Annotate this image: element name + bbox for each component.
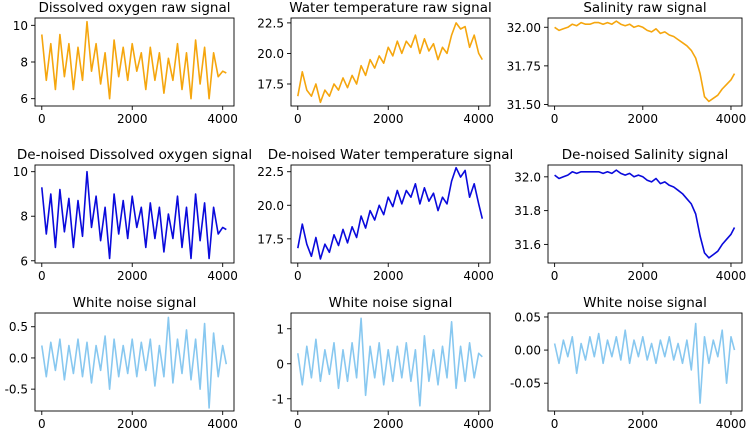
x-tick-label: 2000	[117, 269, 148, 283]
chart-3: Salinity raw signal 0 2000 4000 31.50 31.75 32…	[507, 0, 747, 126]
series-line	[297, 166, 484, 260]
x-tick-label: 4000	[463, 417, 494, 430]
chart-title: Salinity raw signal	[583, 0, 706, 16]
y-tick-label: 8	[20, 210, 28, 224]
chart-title: White noise signal	[329, 295, 453, 311]
plot-frame	[547, 17, 743, 107]
y-tick-label: 1	[276, 322, 284, 336]
chart-title: Water temperature raw signal	[289, 0, 491, 16]
chart-4: De-noised Dissolved oxygen signal 0 2000 40…	[13, 147, 252, 283]
x-tick-label: 2000	[117, 112, 148, 126]
series-line	[554, 20, 736, 103]
y-tick-label: 31.6	[514, 238, 541, 252]
x-tick-label: 2000	[373, 112, 404, 126]
y-tick-label: 10	[13, 19, 28, 33]
x-tick-label: 2000	[373, 417, 404, 430]
series-line	[297, 22, 483, 104]
x-tick-label: 4000	[207, 417, 238, 430]
chart-8: White noise signal 0 2000 4000 -1 0 1	[272, 295, 494, 430]
series-line	[41, 170, 227, 260]
y-tick-label: 31.8	[514, 204, 541, 218]
y-tick-label: 31.50	[507, 98, 541, 112]
chart-1: Dissolved oxygen raw signal 0 2000 4000 6 8 10	[13, 0, 238, 126]
y-tick-label: 0	[276, 357, 284, 371]
series-line	[41, 20, 227, 100]
x-tick-label: 0	[294, 269, 302, 283]
x-tick-label: 4000	[207, 112, 238, 126]
chart-title: De-noised Dissolved oxygen signal	[17, 147, 252, 163]
x-tick-label: 2000	[117, 417, 148, 430]
x-tick-label: 4000	[463, 269, 494, 283]
y-tick-label: 17.5	[257, 232, 284, 246]
y-tick-label: -0.05	[510, 377, 541, 391]
y-tick-label: 0.5	[9, 320, 28, 334]
y-tick-label: 6	[20, 92, 28, 106]
x-tick-label: 4000	[207, 269, 238, 283]
y-tick-label: 20.0	[257, 47, 284, 61]
y-tick-label: 32.0	[514, 170, 541, 184]
series-line	[554, 169, 736, 259]
x-tick-label: 2000	[373, 269, 404, 283]
plot-frame	[290, 17, 491, 107]
x-tick-label: 0	[38, 269, 46, 283]
x-tick-label: 0	[294, 417, 302, 430]
chart-6: De-noised Salinity signal 0 2000 4000 31.6 31…	[514, 147, 746, 283]
y-tick-label: 22.5	[257, 16, 284, 30]
x-tick-label: 2000	[628, 269, 659, 283]
y-tick-label: 10	[13, 165, 28, 179]
chart-7: White noise signal 0 2000 4000 -0.5 0.0 0.5	[5, 295, 238, 430]
plot-frame	[547, 164, 743, 264]
y-tick-label: 0.00	[514, 344, 541, 358]
plot-frame	[290, 312, 491, 412]
chart-title: White noise signal	[583, 295, 707, 311]
x-tick-label: 0	[551, 112, 559, 126]
chart-title: White noise signal	[73, 295, 197, 311]
chart-title: Dissolved oxygen raw signal	[38, 0, 230, 16]
plot-frame	[547, 312, 743, 412]
y-tick-label: -1	[272, 392, 284, 406]
x-tick-label: 2000	[628, 112, 659, 126]
y-tick-label: 8	[20, 56, 28, 70]
chart-title: De-noised Salinity signal	[562, 147, 729, 163]
plot-frame	[34, 164, 235, 264]
plot-frame	[290, 164, 491, 264]
chart-9: White noise signal 0 2000 4000 -0.05 0.00 0.05	[510, 295, 746, 430]
y-tick-label: 17.5	[257, 78, 284, 92]
x-tick-label: 4000	[716, 269, 747, 283]
y-tick-label: 20.0	[257, 199, 284, 213]
series-line	[297, 317, 483, 407]
y-tick-label: 22.5	[257, 165, 284, 179]
series-line	[553, 322, 736, 404]
series-line	[41, 316, 228, 409]
x-tick-label: 0	[551, 417, 559, 430]
y-tick-label: 32.00	[507, 21, 541, 35]
y-tick-label: 0.05	[514, 310, 541, 324]
chart-title: De-noised Water temperature signal	[268, 147, 514, 163]
chart-2: Water temperature raw signal 0 2000 4000 17.…	[257, 0, 494, 126]
y-tick-label: 0.0	[9, 351, 28, 365]
x-tick-label: 0	[38, 112, 46, 126]
x-tick-label: 0	[294, 112, 302, 126]
x-tick-label: 4000	[463, 112, 494, 126]
y-tick-label: -0.5	[5, 383, 28, 397]
chart-5: De-noised Water temperature signal 0 2000 4…	[257, 147, 513, 283]
x-tick-label: 2000	[628, 417, 659, 430]
x-tick-label: 4000	[716, 112, 747, 126]
y-tick-label: 6	[20, 254, 28, 268]
x-tick-label: 0	[38, 417, 46, 430]
plot-frame	[34, 312, 235, 412]
y-tick-label: 31.75	[507, 59, 541, 73]
x-tick-label: 0	[551, 269, 559, 283]
x-tick-label: 4000	[716, 417, 747, 430]
